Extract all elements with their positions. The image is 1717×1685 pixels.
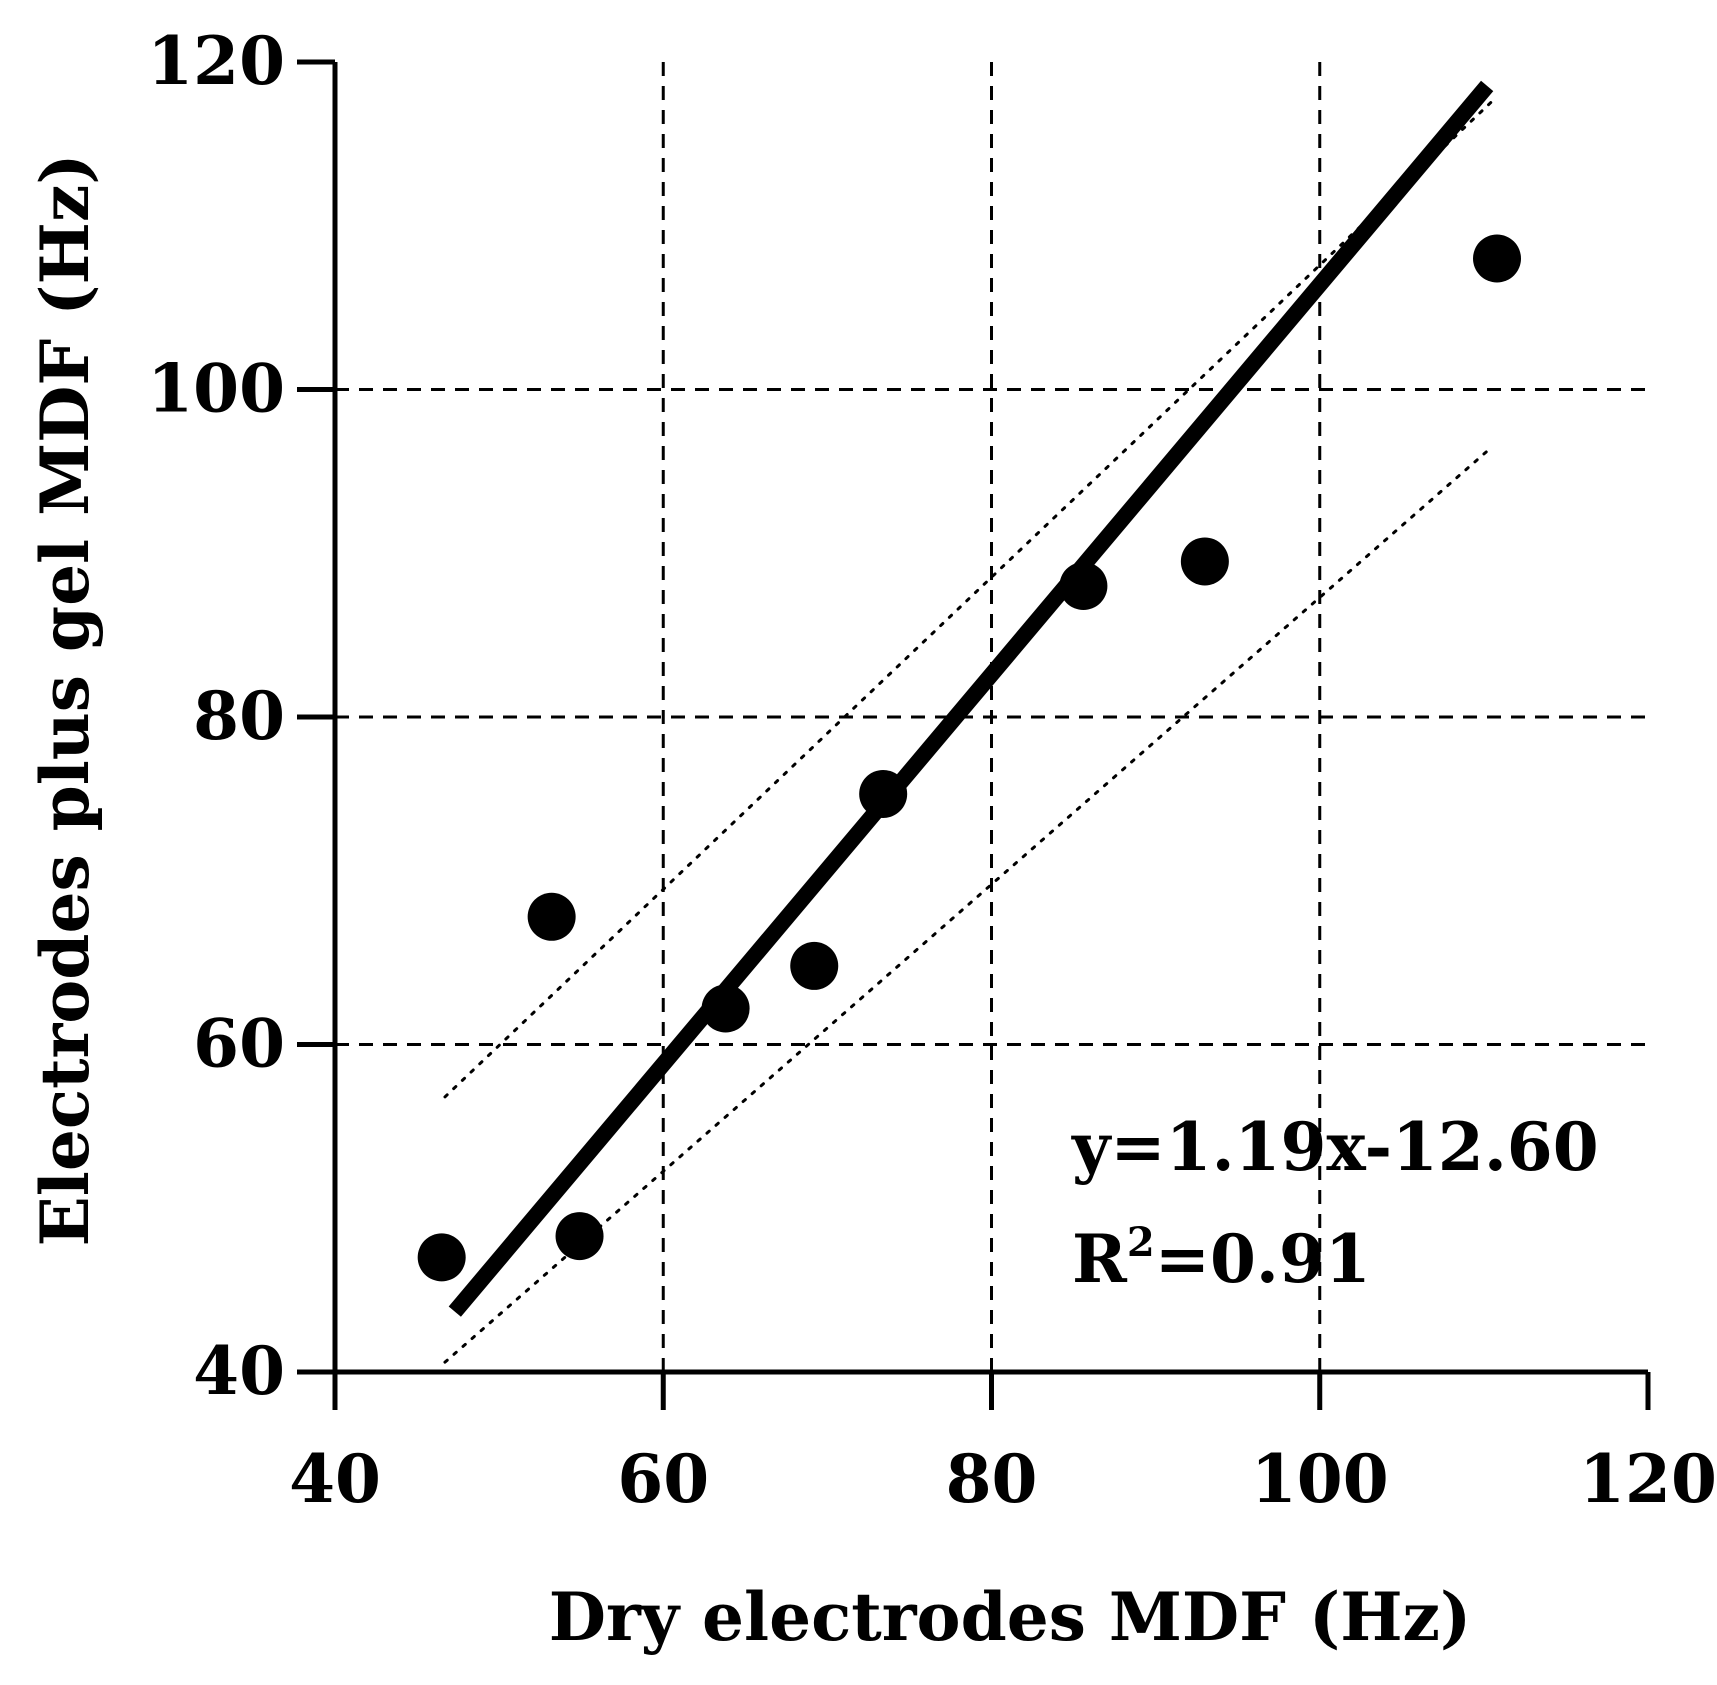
data-point-4 bbox=[701, 984, 750, 1033]
ci-lower-line bbox=[443, 445, 1494, 1364]
equation-label: y=1.19x-12.60 bbox=[1071, 1108, 1599, 1186]
x-tick-label-80: 80 bbox=[946, 1440, 1038, 1518]
regression-line-group bbox=[448, 80, 1494, 1317]
data-point-8 bbox=[1180, 537, 1229, 586]
y-tick-label-100: 100 bbox=[147, 350, 285, 428]
confidence-band bbox=[443, 99, 1494, 1364]
data-point-7 bbox=[1059, 562, 1108, 610]
data-points bbox=[417, 234, 1522, 1282]
data-point-9 bbox=[1473, 234, 1522, 283]
r-squared-label: R2=0.91 bbox=[1072, 1219, 1371, 1298]
y-tick-label-120: 120 bbox=[147, 22, 285, 100]
data-point-2 bbox=[527, 892, 576, 941]
grid bbox=[335, 62, 1648, 1372]
y-tick-label-60: 60 bbox=[193, 1005, 285, 1083]
x-tick-label-40: 40 bbox=[289, 1440, 381, 1518]
x-tick-label-60: 60 bbox=[617, 1440, 709, 1518]
regression-line bbox=[448, 80, 1494, 1317]
r2-superscript: 2 bbox=[1127, 1219, 1155, 1266]
data-point-6 bbox=[859, 769, 908, 818]
x-tick-label-120: 120 bbox=[1579, 1440, 1717, 1518]
axes bbox=[297, 59, 1651, 1410]
r2-prefix: R bbox=[1072, 1220, 1128, 1298]
x-tick-label-100: 100 bbox=[1251, 1440, 1389, 1518]
data-point-3 bbox=[555, 1212, 604, 1261]
y-tick-label-40: 40 bbox=[193, 1332, 285, 1410]
tick-labels: 40 60 80 100 120 40 60 80 100 120 bbox=[147, 22, 1717, 1518]
data-point-1 bbox=[417, 1233, 466, 1282]
y-tick-label-80: 80 bbox=[193, 677, 285, 755]
data-point-5 bbox=[790, 941, 839, 990]
x-axis-title: Dry electrodes MDF (Hz) bbox=[549, 1578, 1472, 1656]
r2-value: =0.91 bbox=[1155, 1220, 1371, 1298]
ci-upper-line bbox=[443, 99, 1494, 1099]
y-axis-title: Electrodes plus gel MDF (Hz) bbox=[26, 153, 104, 1246]
